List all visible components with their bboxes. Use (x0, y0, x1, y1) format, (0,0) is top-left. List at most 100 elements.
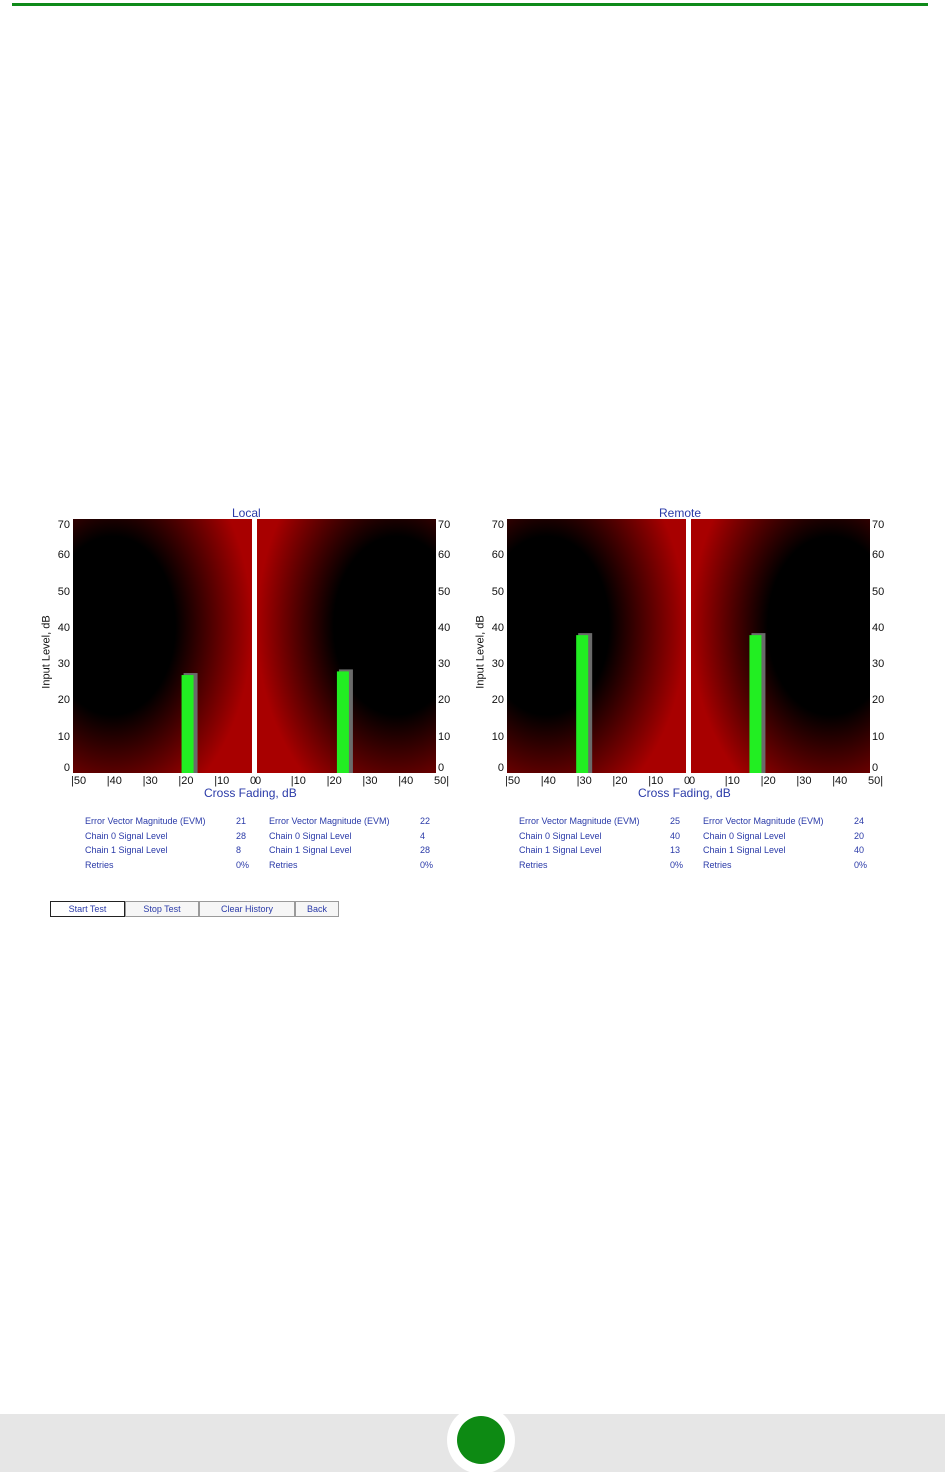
remote-chart (507, 519, 870, 773)
remote-left-field (507, 519, 686, 773)
stat-value: 22 (420, 816, 431, 826)
x-tick-label: |20 (178, 775, 194, 787)
x-tick-label: |30 (576, 775, 592, 787)
stat-value: 0% (854, 859, 868, 870)
y-tick-label: 50 (57, 585, 70, 598)
stat-label: Chain 0 Signal Level (269, 830, 352, 841)
x-tick-label: |40 (540, 775, 556, 787)
local-y-axis-label: Input Level, dB (40, 615, 53, 689)
stat-value: 28 (236, 830, 247, 841)
y-tick-label: 10 (872, 730, 885, 743)
y-tick-label: 40 (491, 621, 504, 634)
y-tick-label: 70 (438, 519, 451, 531)
y-tick-label: 30 (438, 658, 451, 671)
page-marker-dot (457, 1416, 505, 1464)
x-tick-label: 0 (689, 775, 696, 787)
stat-label: Chain 1 Signal Level (85, 845, 168, 855)
stat-value: 20 (854, 830, 865, 841)
x-tick-label: 0 (684, 775, 691, 787)
y-tick-label: 50 (872, 585, 885, 598)
x-tick-label: |40 (398, 775, 414, 787)
y-tick-label: 60 (872, 549, 885, 562)
y-tick-label: 50 (438, 585, 451, 598)
y-tick-label: 40 (438, 621, 451, 634)
clear-history-button[interactable]: Clear History (199, 901, 295, 917)
x-tick-label: |50 (71, 775, 87, 787)
x-tick-label: |20 (612, 775, 628, 787)
stat-label: Error Vector Magnitude (EVM) (519, 816, 640, 826)
y-tick-label: 20 (872, 694, 885, 707)
stat-label: Error Vector Magnitude (EVM) (85, 816, 206, 826)
y-tick-label: 10 (491, 730, 504, 743)
remote-level-bar-left (576, 635, 589, 773)
local-level-bar-left (181, 675, 194, 773)
stat-label: Error Vector Magnitude (EVM) (269, 816, 390, 826)
stat-value: 0% (236, 859, 250, 870)
x-tick-label: |10 (290, 775, 306, 787)
stat-value: 4 (420, 830, 426, 841)
y-tick-label: 20 (57, 694, 70, 707)
y-tick-label: 30 (57, 658, 70, 671)
y-tick-label: 0 (438, 762, 445, 774)
stat-label: Chain 1 Signal Level (519, 845, 602, 855)
stat-value: 24 (854, 816, 865, 826)
stat-label: Chain 1 Signal Level (703, 845, 786, 855)
local-chart (73, 519, 436, 773)
x-tick-label: |10 (648, 775, 664, 787)
stat-label: Retries (85, 859, 114, 870)
start-test-button[interactable]: Start Test (50, 901, 125, 917)
top-rule (12, 3, 928, 6)
stat-value: 0% (670, 859, 684, 870)
y-tick-label: 10 (57, 730, 70, 743)
local-title: Local (232, 506, 261, 520)
stat-label: Error Vector Magnitude (EVM) (703, 816, 824, 826)
y-tick-label: 30 (491, 658, 504, 671)
x-tick-label: |40 (832, 775, 848, 787)
x-tick-label: |20 (760, 775, 776, 787)
x-tick-label: 50| (868, 775, 884, 787)
remote-title: Remote (659, 506, 702, 520)
remote-y-axis-label: Input Level, dB (474, 615, 487, 689)
stat-value: 40 (670, 830, 681, 841)
y-tick-label: 0 (497, 762, 504, 774)
stat-label: Retries (703, 859, 732, 870)
x-tick-label: 0 (255, 775, 262, 787)
y-tick-label: 70 (491, 519, 504, 531)
stat-label: Retries (269, 859, 298, 870)
x-tick-label: |20 (326, 775, 342, 787)
y-tick-label: 60 (491, 549, 504, 562)
x-tick-label: 0 (250, 775, 257, 787)
stat-label: Retries (519, 859, 548, 870)
stat-value: 21 (236, 816, 247, 826)
x-tick-label: |50 (505, 775, 521, 787)
y-tick-label: 70 (872, 519, 885, 531)
y-tick-label: 60 (57, 549, 70, 562)
stop-test-button[interactable]: Stop Test (125, 901, 199, 917)
back-button[interactable]: Back (295, 901, 339, 917)
stat-value: 13 (670, 845, 681, 855)
stat-value: 0% (420, 859, 434, 870)
y-tick-label: 70 (57, 519, 70, 531)
stat-label: Chain 0 Signal Level (85, 830, 168, 841)
y-tick-label: 10 (438, 730, 451, 743)
y-tick-label: 40 (872, 621, 885, 634)
stat-value: 8 (236, 845, 242, 855)
local-left-field (73, 519, 252, 773)
x-tick-label: |10 (214, 775, 230, 787)
stat-value: 28 (420, 845, 431, 855)
stat-label: Chain 0 Signal Level (703, 830, 786, 841)
y-tick-label: 20 (438, 694, 451, 707)
button-bar: Start Test Stop Test Clear History Back (50, 901, 339, 917)
x-tick-label: |40 (106, 775, 122, 787)
stat-label: Chain 0 Signal Level (519, 830, 602, 841)
x-tick-label: |10 (724, 775, 740, 787)
x-tick-label: 50| (434, 775, 450, 787)
y-tick-label: 60 (438, 549, 451, 562)
remote-x-axis-label: Cross Fading, dB (638, 786, 731, 800)
remote-level-bar-right (749, 635, 762, 773)
stat-label: Chain 1 Signal Level (269, 845, 352, 855)
y-tick-label: 20 (491, 694, 504, 707)
local-x-axis-label: Cross Fading, dB (204, 786, 297, 800)
stat-value: 25 (670, 816, 681, 826)
x-tick-label: |30 (362, 775, 378, 787)
